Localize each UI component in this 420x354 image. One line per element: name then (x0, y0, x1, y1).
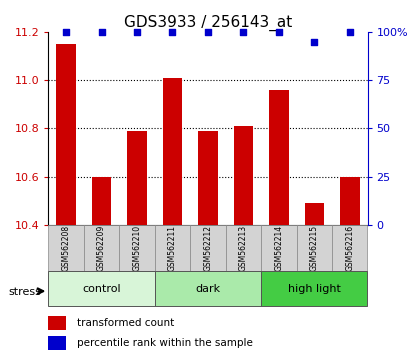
Bar (269, 90, 289, 225)
Text: high light: high light (288, 284, 341, 293)
Bar (261, 225, 297, 271)
Bar (332, 225, 368, 271)
Bar (92, 177, 111, 225)
Bar (297, 225, 332, 271)
Bar (304, 203, 324, 225)
Bar (48, 336, 66, 350)
Text: GSM562216: GSM562216 (345, 225, 354, 271)
Text: GSM562208: GSM562208 (62, 225, 71, 271)
Bar (198, 131, 218, 225)
Point (205, 29, 211, 35)
Point (63, 29, 69, 35)
Point (311, 39, 318, 44)
Bar (155, 271, 261, 306)
Bar (226, 225, 261, 271)
Bar (163, 78, 182, 225)
Bar (48, 316, 66, 330)
Point (276, 29, 282, 35)
Text: GSM562215: GSM562215 (310, 225, 319, 271)
Bar (119, 225, 155, 271)
Text: dark: dark (195, 284, 220, 293)
Bar (340, 177, 360, 225)
Point (134, 29, 140, 35)
Text: GSM562209: GSM562209 (97, 225, 106, 271)
Bar (127, 131, 147, 225)
Bar (234, 126, 253, 225)
Title: GDS3933 / 256143_at: GDS3933 / 256143_at (124, 14, 292, 30)
Bar (84, 225, 119, 271)
Point (240, 29, 247, 35)
Point (98, 29, 105, 35)
Bar (56, 44, 76, 225)
Text: GSM562212: GSM562212 (203, 225, 213, 271)
Text: transformed count: transformed count (76, 318, 174, 328)
Bar (190, 225, 226, 271)
Bar (155, 225, 190, 271)
Text: GSM562213: GSM562213 (239, 225, 248, 271)
Text: GSM562214: GSM562214 (274, 225, 284, 271)
Text: control: control (82, 284, 121, 293)
Point (169, 29, 176, 35)
Bar (261, 271, 368, 306)
Bar (48, 271, 155, 306)
Text: stress: stress (8, 287, 41, 297)
Text: percentile rank within the sample: percentile rank within the sample (76, 338, 252, 348)
Bar (48, 225, 84, 271)
Point (346, 29, 353, 35)
Text: GSM562210: GSM562210 (132, 225, 142, 271)
Text: GSM562211: GSM562211 (168, 225, 177, 271)
